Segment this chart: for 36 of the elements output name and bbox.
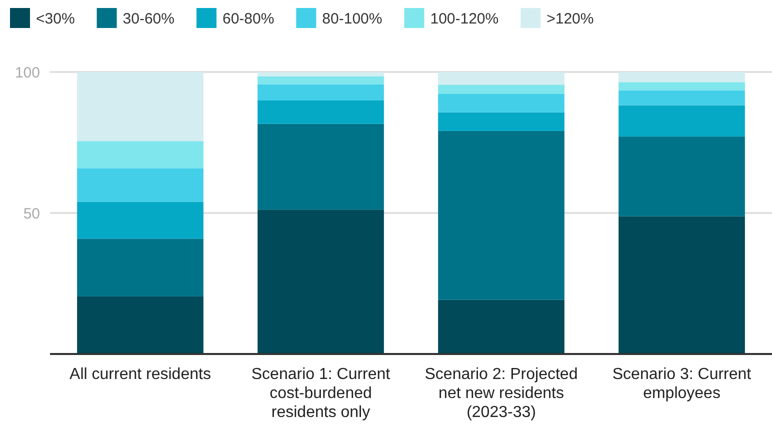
bar	[438, 130, 564, 300]
x-tick-label: Scenario 2: Projected net new residents (2023-33)	[424, 366, 578, 421]
bar	[77, 72, 204, 142]
bar	[618, 216, 745, 354]
bar	[258, 210, 384, 354]
bar	[258, 124, 384, 210]
bar	[618, 105, 745, 137]
bar	[618, 136, 745, 216]
bar	[77, 141, 204, 168]
legend-label: <30%	[36, 10, 75, 28]
bar	[258, 76, 384, 84]
bar	[77, 238, 204, 296]
legend-label: 100-120%	[430, 10, 499, 28]
bar	[438, 72, 564, 85]
legend-label: >120%	[546, 10, 594, 28]
bar	[438, 94, 564, 112]
y-tick-label: 100	[14, 64, 40, 82]
bar	[618, 82, 745, 90]
x-tick-label: Scenario 3: Current employees	[612, 366, 752, 402]
bar	[618, 90, 745, 106]
y-tick-label: 50	[23, 205, 40, 222]
bar	[438, 84, 564, 94]
bar	[258, 100, 384, 124]
bar	[258, 72, 384, 76]
bar	[258, 84, 384, 100]
bar	[438, 112, 564, 131]
bar	[438, 300, 564, 354]
bar	[77, 202, 204, 239]
bar	[618, 72, 745, 82]
bar	[77, 168, 204, 202]
legend-label: 30-60%	[122, 10, 174, 28]
legend-label: 60-80%	[222, 10, 274, 28]
x-tick-label: Scenario 1: Current cost-burdened residents only	[251, 366, 391, 421]
legend-label: 80-100%	[322, 10, 382, 28]
x-tick-label: All current residents	[70, 366, 211, 383]
bar	[77, 296, 204, 354]
